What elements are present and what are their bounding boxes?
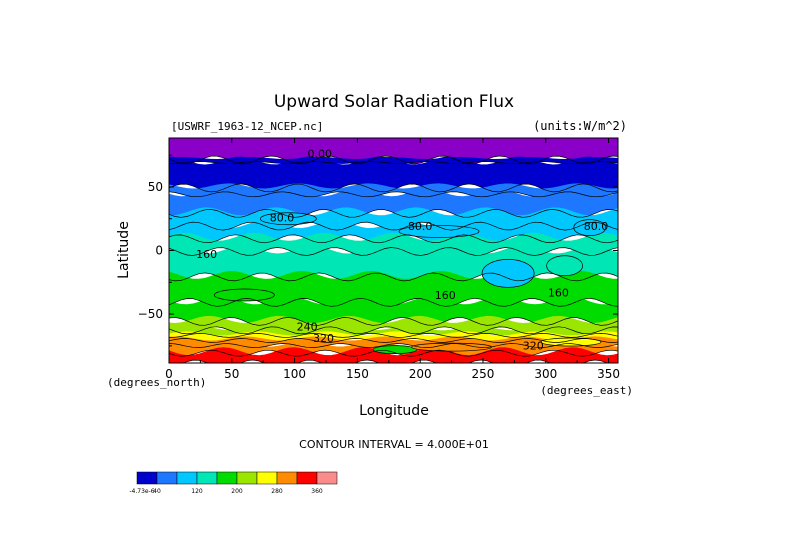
contour-label: 0.00 (307, 148, 332, 161)
contour-label: 160 (548, 286, 569, 299)
contour-line (169, 209, 618, 218)
contour-line (169, 349, 618, 357)
colorbar-swatch (216, 471, 238, 485)
colorbar-swatch (276, 471, 298, 485)
colorbar-tick-label: 120 (191, 488, 203, 495)
colorbar-swatch (256, 471, 278, 485)
latitude-band (169, 347, 618, 363)
colorbar-swatch (236, 471, 258, 485)
contour-line (169, 333, 618, 338)
x-tick-label: 50 (224, 367, 239, 381)
y-units-label: (degrees_north) (107, 376, 206, 389)
colorbar-tick-label: 200 (231, 488, 243, 495)
latitude-band (169, 138, 618, 164)
latitude-band (169, 232, 618, 256)
y-axis-label: Latitude (116, 221, 132, 279)
contour-line (169, 297, 618, 307)
colorbar-tick-label: 280 (271, 488, 283, 495)
contour-line (169, 247, 618, 256)
contour-line (169, 317, 618, 326)
x-units-label: (degrees_east) (540, 384, 633, 397)
plot-area (169, 138, 618, 363)
x-tick-label: 150 (346, 367, 369, 381)
contour-line (169, 183, 618, 193)
colorbar-tick-label: 360 (311, 488, 323, 495)
contour-label: 320 (523, 340, 544, 353)
latitude-band (169, 220, 618, 243)
colorbar-tick-label: -4.73e-6 (129, 488, 154, 495)
contour-line (169, 234, 618, 244)
contour-line (169, 272, 618, 282)
y-tick-label: 0 (155, 244, 163, 258)
y-axis-ticks: 50 0 −50 (138, 154, 618, 347)
contour-interval: CONTOUR INTERVAL = 4.000E+01 (299, 438, 489, 451)
feature-patch (573, 219, 607, 236)
feature-patch (540, 337, 602, 347)
contour-label: 320 (313, 332, 334, 345)
contour-line (169, 338, 618, 343)
y-tick-label: 50 (148, 180, 163, 194)
contour-label: 80.0 (270, 211, 295, 224)
latitude-band (169, 336, 618, 348)
chart-title: Upward Solar Radiation Flux (274, 92, 514, 112)
x-axis-ticks: 0 50 100 150 200 250 300 350 (165, 138, 620, 381)
y-tick-label: −50 (138, 307, 163, 321)
latitude-bands (169, 138, 618, 363)
feature-patch (259, 212, 317, 226)
contour-line (169, 343, 618, 348)
contour-line (169, 155, 618, 165)
x-tick-label: 300 (534, 367, 557, 381)
colorbar-swatch (316, 471, 338, 485)
contour-line (169, 221, 618, 231)
colorbar-swatch (156, 471, 178, 485)
colorbar-swatch (296, 471, 318, 485)
x-tick-label: 0 (165, 367, 173, 381)
contour-label: 160 (435, 289, 456, 302)
colorbar-swatch (196, 471, 218, 485)
colorbar (136, 471, 338, 485)
contour-label: 240 (297, 321, 318, 334)
contour-label: 80.0 (584, 220, 609, 233)
contour-line (169, 161, 618, 164)
contour-line (169, 359, 609, 363)
feature-patch (546, 255, 583, 277)
colorbar-swatch (136, 471, 158, 485)
contour-line (169, 326, 618, 335)
x-tick-label: 100 (283, 367, 306, 381)
feature-patch (372, 345, 418, 355)
feature-patch (214, 288, 275, 302)
contour-line (169, 191, 618, 198)
colorbar-labels: -4.73e-640 120 200 280 360 (129, 488, 323, 495)
units-label: (units:W/m^2) (533, 119, 627, 133)
contour-lines (169, 155, 618, 363)
contour-label: 160 (196, 248, 217, 261)
latitude-band (169, 156, 618, 192)
x-tick-label: 250 (472, 367, 495, 381)
source-label: [USWRF_1963-12_NCEP.nc] (171, 120, 323, 133)
latitude-band (169, 183, 618, 197)
colorbar-tick-label: 40 (153, 488, 161, 495)
colorbar-swatch (176, 471, 198, 485)
contour-label: 80.0 (408, 220, 433, 233)
x-axis-label: Longitude (359, 403, 429, 419)
x-tick-label: 200 (409, 367, 432, 381)
x-tick-label: 350 (597, 367, 620, 381)
